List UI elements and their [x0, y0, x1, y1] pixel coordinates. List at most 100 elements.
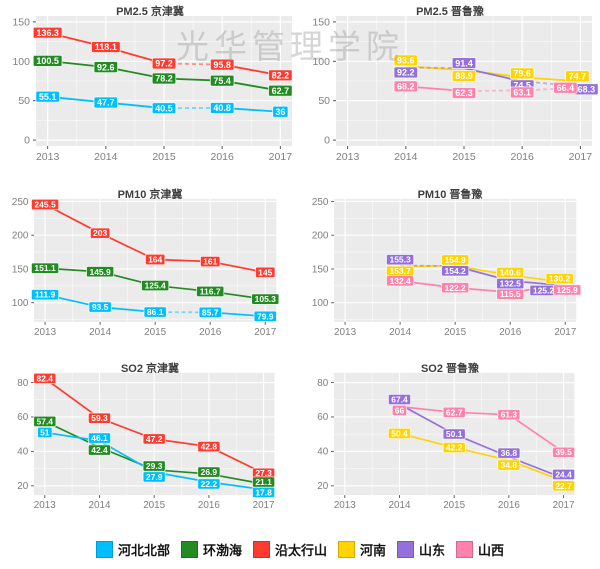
svg-text:82.2: 82.2	[272, 71, 290, 81]
svg-text:161: 161	[203, 257, 217, 267]
legend-label-henan: 河南	[360, 543, 387, 558]
svg-text:2017: 2017	[553, 500, 575, 511]
svg-text:2013: 2013	[334, 327, 357, 338]
svg-text:21.1: 21.1	[255, 477, 272, 487]
svg-text:132.5: 132.5	[500, 279, 522, 289]
svg-text:59.3: 59.3	[91, 413, 108, 423]
svg-text:2016: 2016	[199, 327, 222, 338]
svg-text:51: 51	[40, 427, 50, 437]
svg-text:2017: 2017	[269, 151, 293, 163]
svg-text:250: 250	[12, 197, 29, 208]
svg-text:2016: 2016	[511, 151, 535, 163]
svg-text:2017: 2017	[254, 327, 277, 338]
svg-text:2016: 2016	[498, 500, 520, 511]
legend-label-yantaihangshan: 沿太行山	[274, 543, 327, 558]
svg-text:42.4: 42.4	[91, 445, 108, 455]
svg-text:2016: 2016	[211, 151, 235, 163]
legend-label-shandong: 山东	[419, 543, 446, 558]
svg-text:17.8: 17.8	[255, 487, 272, 497]
svg-text:50.1: 50.1	[446, 429, 463, 439]
svg-text:62.7: 62.7	[272, 86, 290, 96]
svg-text:111.9: 111.9	[35, 290, 56, 300]
pm25-jinluyu-chart: 2013 2014 2015 2016 2017 0 50 100 150 93.6 88.9 79.…	[312, 16, 599, 163]
svg-text:200: 200	[312, 231, 329, 242]
svg-text:24.4: 24.4	[555, 469, 572, 479]
svg-text:2015: 2015	[152, 151, 176, 163]
svg-text:75.4: 75.4	[213, 76, 231, 86]
svg-text:79.6: 79.6	[513, 69, 531, 79]
svg-text:29.3: 29.3	[146, 461, 163, 471]
legend-item-shanxi: 山西	[456, 540, 504, 559]
legend-label-huanbohai: 环渤海	[202, 543, 242, 558]
svg-text:40.8: 40.8	[213, 103, 231, 113]
svg-text:62.7: 62.7	[446, 407, 463, 417]
chart-title-pm10-jinluyu: PM10 晋鲁豫	[417, 189, 483, 201]
svg-text:74.7: 74.7	[569, 71, 587, 81]
svg-text:66.4: 66.4	[557, 83, 575, 93]
svg-text:50: 50	[18, 95, 30, 107]
svg-text:82.4: 82.4	[37, 373, 54, 383]
svg-text:140.6: 140.6	[500, 267, 522, 277]
svg-text:47.7: 47.7	[97, 98, 115, 108]
svg-text:55.1: 55.1	[39, 92, 57, 102]
svg-text:97.2: 97.2	[155, 59, 173, 69]
so2-jinluyu-chart: 2013 2014 2015 2016 2017 20 40 60 80 66 62.7 61.3 39…	[317, 372, 576, 511]
svg-text:2014: 2014	[94, 151, 118, 163]
svg-text:80: 80	[17, 378, 28, 389]
svg-text:40: 40	[17, 447, 28, 458]
svg-text:22.7: 22.7	[555, 481, 572, 491]
legend-item-henan: 河南	[338, 540, 386, 559]
svg-text:150: 150	[312, 16, 330, 28]
chart-cell-so2-jingjinji: SO2 京津冀 2013 2014 2015 2016 2017 20 40 60 80 82.4…	[0, 357, 300, 530]
svg-text:2014: 2014	[389, 500, 411, 511]
svg-text:2014: 2014	[394, 151, 418, 163]
svg-text:2017: 2017	[569, 151, 593, 163]
svg-text:68.3: 68.3	[578, 84, 596, 94]
svg-text:95.8: 95.8	[213, 60, 231, 70]
legend-swatch-huanbohai	[180, 541, 198, 558]
svg-text:203: 203	[93, 228, 107, 238]
svg-text:250: 250	[312, 197, 329, 208]
chart-title-pm10-jingjinji: PM10 京津冀	[117, 189, 183, 201]
svg-text:80: 80	[317, 378, 328, 389]
svg-text:2013: 2013	[334, 500, 356, 511]
svg-text:245.5: 245.5	[34, 200, 56, 210]
svg-text:2017: 2017	[253, 500, 275, 511]
svg-text:2014: 2014	[89, 500, 111, 511]
svg-text:115.5: 115.5	[500, 289, 521, 299]
legend: 河北北部 环渤海 沿太行山 河南 山东 山西	[0, 530, 600, 569]
svg-text:2015: 2015	[144, 327, 167, 338]
svg-text:93.6: 93.6	[397, 56, 415, 66]
svg-text:85.7: 85.7	[202, 307, 219, 317]
svg-text:60: 60	[317, 412, 328, 423]
chart-title-so2-jingjinji: SO2 京津冀	[120, 363, 180, 375]
svg-text:20: 20	[17, 481, 28, 492]
svg-text:2017: 2017	[554, 327, 577, 338]
svg-text:130.2: 130.2	[549, 274, 571, 284]
svg-text:151.1: 151.1	[34, 263, 56, 273]
svg-text:36.8: 36.8	[501, 448, 518, 458]
svg-text:50: 50	[318, 95, 330, 107]
legend-swatch-yantaihangshan	[252, 541, 270, 558]
chart-cell-so2-jinluyu: SO2 晋鲁豫 2013 2014 2015 2016 2017 20 40 60 80 66 62…	[300, 357, 600, 530]
svg-text:39.5: 39.5	[555, 447, 572, 457]
svg-text:145.9: 145.9	[89, 267, 111, 277]
svg-text:150: 150	[12, 16, 30, 28]
svg-text:2015: 2015	[143, 500, 165, 511]
svg-text:2015: 2015	[443, 500, 465, 511]
svg-text:125.9: 125.9	[557, 285, 579, 295]
pm25-jingjinji-chart: 2013 2014 2015 2016 2017 0 50 100 150 136.3 118.1 9…	[12, 16, 293, 163]
svg-text:62.3: 62.3	[455, 88, 473, 98]
legend-swatch-henan	[338, 541, 355, 558]
legend-label-hebei-north: 河北北部	[117, 543, 170, 558]
legend-item-yantaihangshan: 沿太行山	[252, 540, 327, 559]
so2-jingjinji-chart: 2013 2014 2015 2016 2017 20 40 60 80 82.4 59.3 47.2…	[17, 372, 276, 511]
chart-title-so2-jinluyu: SO2 晋鲁豫	[420, 363, 480, 375]
legend-swatch-shanxi	[456, 541, 474, 558]
svg-text:100.5: 100.5	[36, 56, 59, 66]
svg-text:2015: 2015	[444, 327, 467, 338]
chart-cell-pm25-jinluyu: PM2.5 晋鲁豫 2013 2014 2015 2016 2017 0 50 100 150 9…	[300, 0, 600, 183]
svg-text:150: 150	[12, 264, 29, 275]
charts-grid: PM2.5 京津冀 2013 2014 2015 2016 2017 0 50 100 150 1…	[0, 0, 600, 530]
svg-text:118.1: 118.1	[95, 42, 117, 52]
